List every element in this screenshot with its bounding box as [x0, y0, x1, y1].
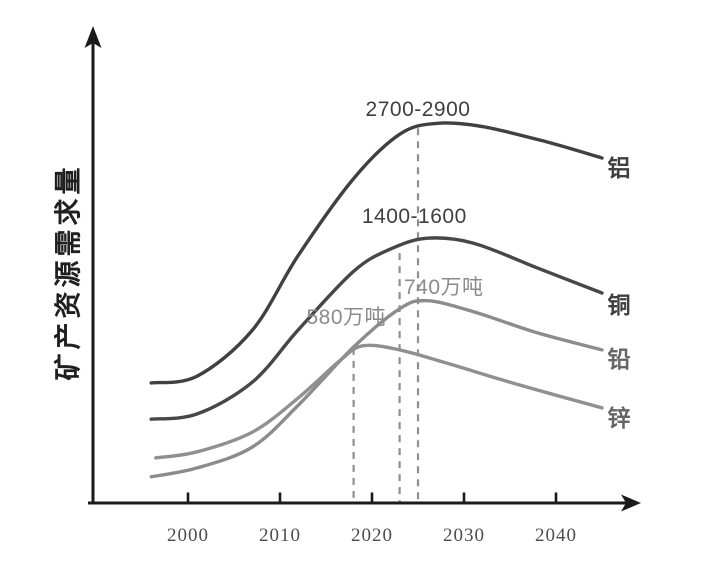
series-label-锌: 锌	[607, 404, 631, 431]
annotation-2: 740万吨	[403, 276, 484, 300]
annotation-1: 1400-1600	[361, 204, 467, 228]
series-curve-铜	[149, 236, 604, 421]
y-axis-title: 矿产资源需求量	[53, 163, 84, 381]
x-tick-label-2040: 2040	[535, 525, 577, 546]
series-curve-锌	[154, 343, 604, 460]
series-curve-铝	[149, 121, 604, 385]
x-tick-label-2030: 2030	[443, 525, 485, 546]
series-label-铅: 铅	[607, 346, 631, 373]
series-label-铜: 铜	[607, 291, 631, 318]
x-tick-label-2020: 2020	[351, 525, 393, 546]
series-label-铝: 铝	[607, 154, 631, 181]
y-axis-arrow-icon	[84, 26, 102, 48]
series-curve-铅	[149, 298, 604, 479]
x-tick-label-2000: 2000	[167, 525, 209, 546]
x-axis-arrow-icon	[621, 494, 641, 512]
annotation-0: 2700-2900	[365, 98, 471, 122]
annotation-3: 580万吨	[306, 306, 387, 329]
x-tick-label-2010: 2010	[259, 525, 301, 546]
